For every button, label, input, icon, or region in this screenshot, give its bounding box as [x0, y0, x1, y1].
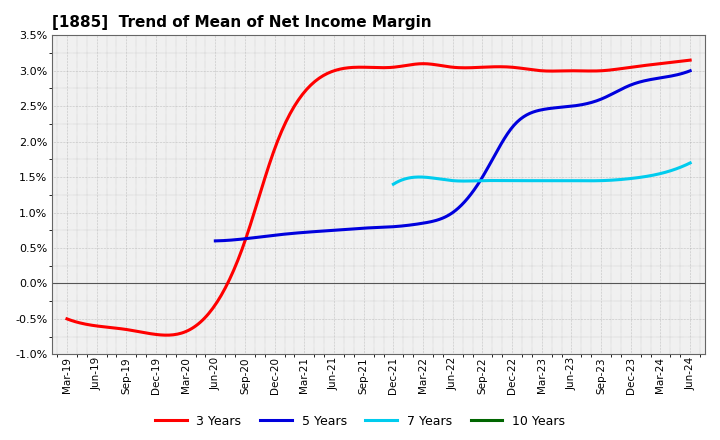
Legend: 3 Years, 5 Years, 7 Years, 10 Years: 3 Years, 5 Years, 7 Years, 10 Years [149, 408, 571, 434]
Text: [1885]  Trend of Mean of Net Income Margin: [1885] Trend of Mean of Net Income Margi… [52, 15, 432, 30]
